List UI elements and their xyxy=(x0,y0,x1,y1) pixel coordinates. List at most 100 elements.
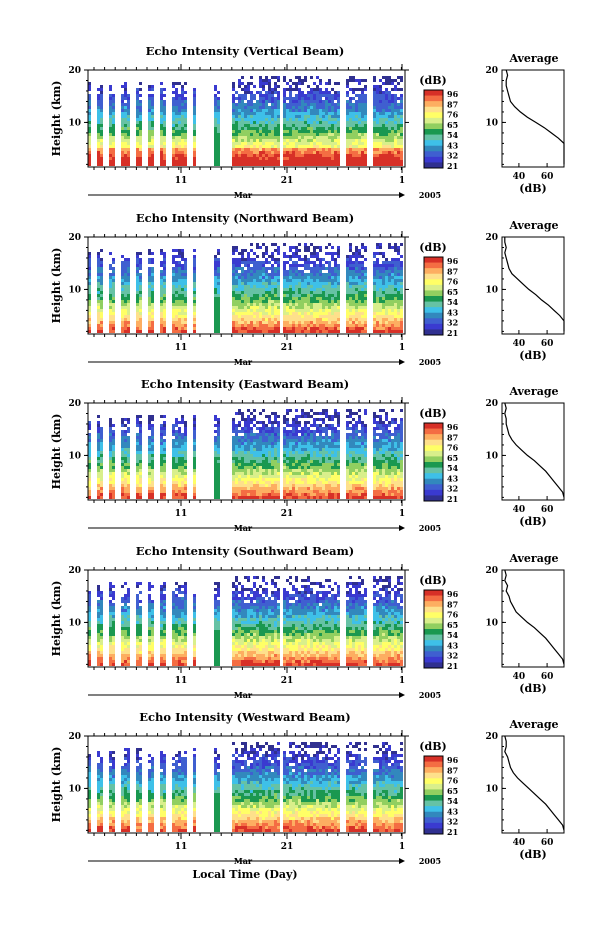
heatmap-cell xyxy=(250,433,253,436)
heatmap-cell xyxy=(172,109,175,112)
heatmap-cell xyxy=(319,97,322,100)
heatmap-cell xyxy=(316,306,319,309)
heatmap-cell xyxy=(172,445,175,448)
heatmap-cell xyxy=(310,315,313,318)
heatmap-cell xyxy=(373,273,376,276)
heatmap-cell xyxy=(172,481,175,484)
heatmap-cell xyxy=(295,279,298,282)
heatmap-cell xyxy=(262,142,265,145)
heatmap-cell xyxy=(358,157,361,160)
heatmap-cell xyxy=(214,291,217,294)
heatmap-cell xyxy=(259,160,262,163)
heatmap-cell xyxy=(247,445,250,448)
heatmap-cell xyxy=(337,270,340,273)
heatmap-cell xyxy=(247,303,250,306)
heatmap-cell xyxy=(307,148,310,151)
heatmap-cell xyxy=(379,106,382,109)
heatmap-cell xyxy=(235,97,238,100)
heatmap-cell xyxy=(100,315,103,318)
heatmap-cell xyxy=(241,490,244,493)
heatmap-cell xyxy=(109,297,112,300)
heatmap-cell xyxy=(400,133,403,136)
heatmap-cell xyxy=(307,154,310,157)
heatmap-cell xyxy=(121,106,124,109)
heatmap-cell xyxy=(322,142,325,145)
heatmap-cell xyxy=(337,321,340,324)
heatmap-cell xyxy=(124,496,127,499)
heatmap-cell xyxy=(160,115,163,118)
heatmap-cell xyxy=(328,321,331,324)
heatmap-cell xyxy=(97,445,100,448)
heatmap-cell xyxy=(193,463,196,466)
heatmap-cell xyxy=(355,130,358,133)
heatmap-cell xyxy=(295,273,298,276)
heatmap-cell xyxy=(160,282,163,285)
heatmap-cell xyxy=(361,97,364,100)
heatmap-cell xyxy=(286,330,289,333)
heatmap-cell xyxy=(298,279,301,282)
heatmap-cell xyxy=(400,154,403,157)
heatmap-cell xyxy=(346,258,349,261)
heatmap-cell xyxy=(244,276,247,279)
heatmap-cell xyxy=(349,258,352,261)
heatmap-cell xyxy=(388,315,391,318)
heatmap-cell xyxy=(322,151,325,154)
heatmap-cell xyxy=(112,100,115,103)
heatmap-cell xyxy=(265,160,268,163)
heatmap-cell xyxy=(310,109,313,112)
heatmap-cell xyxy=(121,145,124,148)
heatmap-cell xyxy=(385,330,388,333)
heatmap-cell xyxy=(250,91,253,94)
heatmap-cell xyxy=(364,106,367,109)
heatmap-cell xyxy=(172,285,175,288)
heatmap-cell xyxy=(97,490,100,493)
colorbar-label: 96 xyxy=(447,256,459,266)
heatmap-cell xyxy=(388,91,391,94)
heatmap-cell xyxy=(373,300,376,303)
heatmap-cell xyxy=(172,475,175,478)
heatmap-cell xyxy=(193,481,196,484)
heatmap-cell xyxy=(328,118,331,121)
heatmap-cell xyxy=(148,306,151,309)
heatmap-cell xyxy=(250,109,253,112)
heatmap-cell xyxy=(307,85,310,88)
heatmap-cell xyxy=(319,106,322,109)
heatmap-cell xyxy=(397,145,400,148)
heatmap-cell xyxy=(136,160,139,163)
heatmap-cell xyxy=(397,324,400,327)
heatmap-cell xyxy=(235,294,238,297)
heatmap-cell xyxy=(334,127,337,130)
heatmap-cell xyxy=(286,297,289,300)
heatmap-cell xyxy=(259,315,262,318)
heatmap-cell xyxy=(235,91,238,94)
heatmap-cell xyxy=(100,294,103,297)
heatmap-cell xyxy=(163,112,166,115)
heatmap-cell xyxy=(400,243,403,246)
heatmap-cell xyxy=(181,121,184,124)
heatmap-cell xyxy=(304,151,307,154)
heatmap-cell xyxy=(178,490,181,493)
heatmap-cell xyxy=(148,303,151,306)
heatmap-cell xyxy=(337,282,340,285)
heatmap-cell xyxy=(124,97,127,100)
heatmap-cell xyxy=(88,472,91,475)
heatmap-cell xyxy=(214,85,217,88)
heatmap-cell xyxy=(361,103,364,106)
colorbar-segment xyxy=(424,134,443,141)
heatmap-cell xyxy=(382,97,385,100)
heatmap-cell xyxy=(244,430,247,433)
heatmap-cell xyxy=(325,109,328,112)
heatmap-cell xyxy=(259,264,262,267)
heatmap-cell xyxy=(253,133,256,136)
heatmap-cell xyxy=(139,273,142,276)
heatmap-cell xyxy=(319,154,322,157)
heatmap-cell xyxy=(241,249,244,252)
heatmap-cell xyxy=(334,91,337,94)
heatmap-cell xyxy=(124,127,127,130)
heatmap-cell xyxy=(163,472,166,475)
profile-x-label: (dB) xyxy=(519,349,546,362)
heatmap-cell xyxy=(262,321,265,324)
heatmap-cell xyxy=(250,151,253,154)
heatmap-cell xyxy=(298,285,301,288)
heatmap-cell xyxy=(172,303,175,306)
